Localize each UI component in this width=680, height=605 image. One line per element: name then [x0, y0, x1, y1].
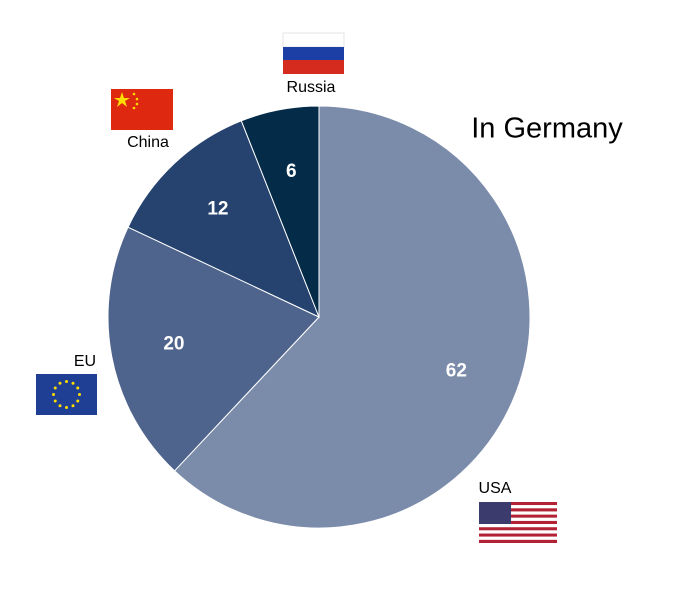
category-label: China: [127, 134, 169, 151]
flag-star: [58, 381, 62, 385]
value-label: 20: [163, 334, 184, 355]
flag-stripe: [479, 517, 557, 521]
value-label: 12: [207, 198, 228, 219]
pie-slice: [127, 120, 320, 318]
value-label: 6: [286, 161, 297, 182]
flag-star: [53, 399, 57, 403]
pie-slice: [173, 105, 531, 529]
flag-stripe: [479, 524, 557, 528]
flag-stripe: [479, 530, 557, 534]
flag-star: [71, 404, 75, 408]
flag-star: [52, 393, 55, 396]
pie: [107, 105, 531, 529]
flag-stripe: [479, 533, 557, 537]
flag-eu: [36, 374, 97, 415]
category-label: EU: [74, 353, 96, 370]
flag-star: [65, 380, 68, 383]
flag-stripe: [479, 502, 557, 506]
pie-slice: [240, 105, 320, 318]
flag-star: [76, 399, 80, 403]
pie-slice: [107, 226, 320, 472]
flag-stripe: [479, 514, 557, 518]
flag-stripe: [479, 520, 557, 525]
chart-title: In Germany: [471, 113, 623, 145]
flag-stripe: [479, 505, 557, 509]
flag-stripe: [479, 508, 557, 512]
flag-china: [111, 89, 173, 130]
flag-stripe: [479, 527, 557, 531]
flag-star: [71, 381, 75, 385]
flag-star: [65, 406, 68, 409]
category-label: USA: [479, 480, 512, 497]
category-label: Russia: [287, 79, 336, 96]
flag-stripe: [479, 539, 557, 543]
flag-usa: [479, 502, 557, 543]
flag-star: [76, 386, 80, 390]
flag-russia: [282, 32, 345, 74]
flag-star: [78, 393, 81, 396]
flag-stripe: [479, 511, 557, 515]
value-label: 62: [446, 360, 467, 381]
flag-stripe: [479, 536, 557, 540]
flag-canton: [479, 502, 511, 524]
flag-star: [53, 386, 57, 390]
flag-star: [58, 404, 62, 408]
